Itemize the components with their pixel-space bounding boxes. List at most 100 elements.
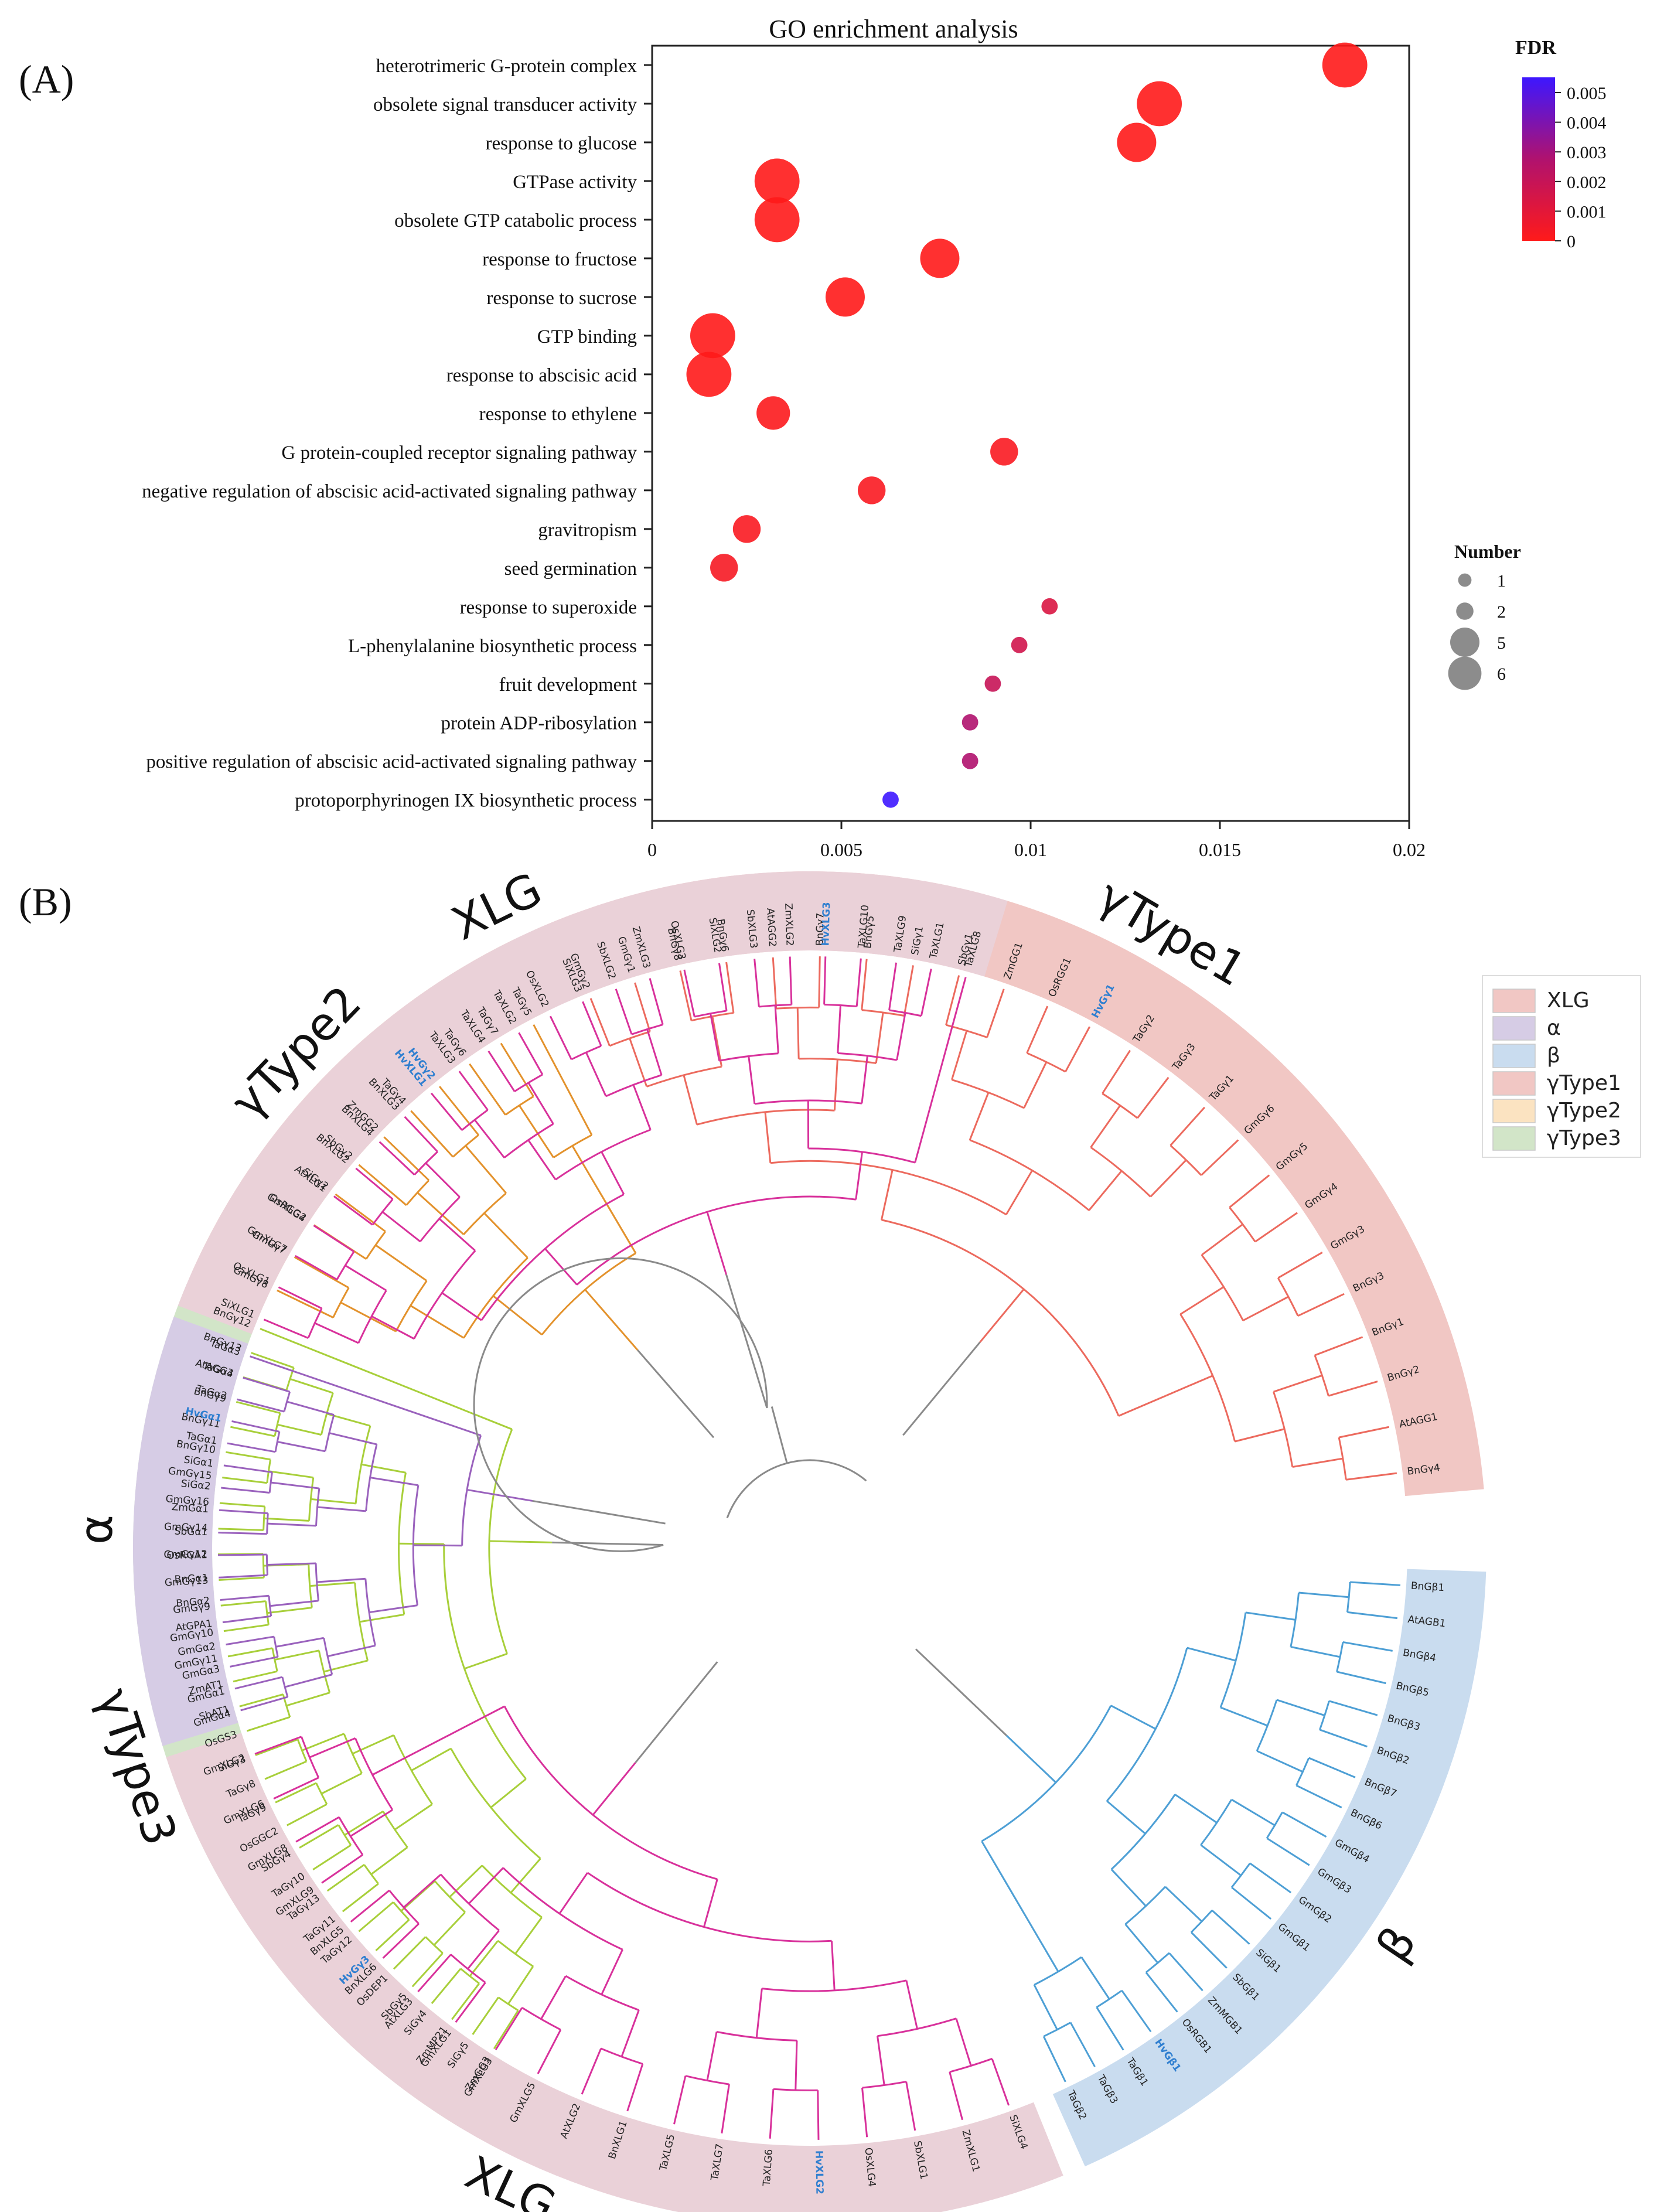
tree-branch	[1211, 1910, 1250, 1945]
tree-branch	[1124, 1923, 1159, 1964]
tree-branch	[417, 1954, 452, 1993]
tree-branch	[837, 1052, 897, 1061]
tree-branch	[469, 1412, 513, 1430]
tree-branch	[282, 1694, 291, 1717]
tree-branch	[460, 1705, 505, 1730]
tree-branch	[383, 1136, 430, 1181]
tree-branch	[1096, 1989, 1123, 2008]
tree-leaf-label: HvGβ1	[1152, 2037, 1183, 2074]
go-term-label: G protein-coupled receptor signaling pat…	[281, 442, 637, 463]
tree-branch	[1235, 1428, 1285, 1443]
tree-branch	[219, 1574, 268, 1579]
tree-branch	[414, 1151, 438, 1175]
tree-branch	[1200, 1799, 1233, 1846]
tree-branch	[464, 1652, 507, 1670]
tree-branch	[823, 956, 827, 1005]
tree-leaf-label: TaGβ1	[1124, 2056, 1150, 2088]
tree-branch	[502, 1867, 623, 1951]
tree-branch	[460, 1968, 480, 1985]
tree-branch	[855, 1151, 863, 1200]
size-legend-label: 2	[1497, 602, 1506, 622]
enrichment-point	[710, 554, 738, 582]
tree-branch	[905, 2081, 916, 2131]
tree-leaf-label: BnGβ4	[1402, 1647, 1437, 1665]
tree-leaf-label: GmGγ5	[1274, 1140, 1310, 1173]
tree-branch	[946, 1024, 988, 1038]
tree-branch	[365, 1231, 386, 1260]
tree-branch	[683, 969, 695, 1017]
tree-branch	[716, 2031, 797, 2041]
tree-branch	[301, 1736, 320, 1778]
tree-branch	[492, 1295, 543, 1336]
tree-branch	[394, 1803, 433, 1831]
tree-leaf-label: ZmAT1	[187, 1678, 224, 1698]
tree-leaf-label: GmGβ3	[1315, 1866, 1353, 1896]
go-term-label: protoporphyrinogen IX biosynthetic proce…	[295, 790, 637, 812]
tree-branch	[393, 1901, 410, 1921]
legend-label: γType1	[1547, 1071, 1621, 1095]
tree-branch	[379, 1141, 415, 1175]
tree-branch	[1191, 1910, 1213, 1933]
tree-branch	[818, 956, 821, 1008]
tree-leaf-label: SbGγ2	[322, 1133, 354, 1163]
tree-leaf-label: BnGβ3	[1386, 1713, 1421, 1733]
tree-branch	[308, 1477, 315, 1521]
tree-branch	[493, 2010, 519, 2050]
tree-branch	[1346, 1472, 1397, 1481]
tree-branch	[463, 1257, 529, 1339]
tree-branch	[979, 1289, 1025, 1343]
tree-branch	[1290, 1646, 1341, 1658]
tree-branch	[553, 1134, 592, 1158]
tree-branch	[789, 956, 793, 1005]
tree-branch	[393, 1734, 433, 1805]
go-term-label: heterotrimeric G-protein complex	[376, 56, 637, 77]
tree-leaf-label: SiGγ3	[216, 1753, 247, 1774]
tree-branch	[646, 1029, 663, 1076]
tree-branch	[861, 959, 868, 1010]
tree-branch	[1106, 1647, 1188, 1802]
tree-branch	[342, 1387, 389, 1405]
tree-leaf-label: BnGγ7	[814, 912, 827, 946]
tree-branch	[219, 1509, 268, 1515]
tree-branch	[371, 1198, 394, 1226]
tree-branch	[1229, 1174, 1270, 1208]
enrichment-point	[962, 714, 978, 731]
tree-branch	[270, 1600, 319, 1607]
tree-branch	[683, 1075, 698, 1125]
tree-branch	[281, 1676, 289, 1698]
tree-branch	[472, 1996, 499, 2035]
tree-branch	[706, 2032, 718, 2081]
tree-legend-box	[1482, 975, 1641, 1158]
tree-leaf-label: GmXLG1	[418, 2027, 454, 2070]
tree-leaf-label: TaGα2	[195, 1383, 228, 1402]
tree-branch	[338, 1816, 364, 1856]
tree-branch	[405, 1180, 430, 1206]
tree-branch	[537, 2029, 562, 2074]
tree-branch	[266, 1513, 269, 1534]
tree-branch	[315, 1563, 319, 1601]
tree-branch	[227, 1442, 276, 1453]
tree-branch	[861, 2087, 868, 2138]
tree-branch	[544, 1248, 578, 1286]
tree-backbone	[532, 1499, 666, 1525]
tree-branch	[223, 1624, 269, 1632]
tree-branch	[275, 1637, 324, 1648]
tree-branch	[393, 1936, 427, 1970]
tree-branch	[285, 1367, 295, 1390]
tree-branch	[240, 1696, 288, 1712]
tree-branch	[490, 1778, 527, 1808]
tree-branch	[411, 1747, 452, 1771]
tree-leaf-label: HvGα1	[184, 1405, 223, 1424]
go-term-label: response to fructose	[482, 249, 637, 270]
tree-branch	[265, 1601, 270, 1625]
tree-leaf-label: BnGα2	[176, 1595, 210, 1610]
tree-branch	[469, 1940, 499, 1977]
tree-branch	[295, 1816, 340, 1843]
tree-leaf-label: SbGα1	[174, 1526, 207, 1538]
enrichment-point	[1137, 81, 1182, 127]
tree-branch	[345, 1265, 387, 1291]
tree-branch	[220, 1594, 270, 1601]
tree-leaf-label: HvXLG1	[392, 1048, 429, 1089]
tree-branch	[313, 1225, 354, 1253]
size-legend-label: 6	[1497, 664, 1506, 684]
